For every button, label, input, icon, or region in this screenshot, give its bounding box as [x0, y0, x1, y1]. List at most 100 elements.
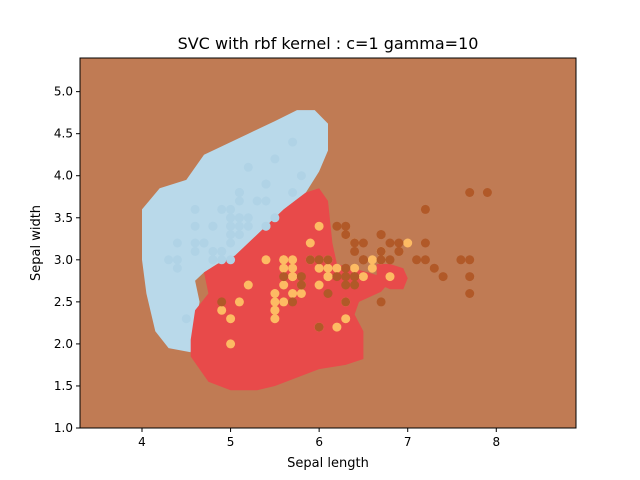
data-point [350, 238, 360, 248]
data-point [341, 314, 351, 324]
data-point [376, 297, 386, 307]
data-point [217, 305, 227, 315]
y-tick-label: 3.0 [54, 253, 73, 267]
data-point [385, 238, 395, 248]
data-point [288, 188, 298, 197]
data-point [243, 162, 253, 172]
data-point [332, 221, 342, 231]
data-point [190, 246, 200, 256]
data-point [367, 263, 377, 273]
data-point [234, 196, 244, 206]
data-point [314, 255, 324, 265]
data-point [288, 272, 298, 282]
data-point [190, 238, 200, 248]
x-tick-label: 6 [315, 435, 323, 449]
data-point [305, 238, 315, 248]
data-point [465, 255, 475, 265]
data-point [279, 263, 289, 273]
data-point [261, 221, 271, 231]
data-point [270, 213, 280, 223]
data-point [270, 297, 280, 307]
data-point [217, 255, 227, 265]
data-point [296, 171, 306, 181]
data-point [358, 272, 368, 282]
data-points [164, 137, 492, 349]
data-point [288, 289, 298, 298]
data-point [234, 297, 244, 307]
data-point [270, 154, 280, 164]
data-point [270, 314, 280, 324]
data-point [438, 272, 448, 282]
data-point [208, 246, 218, 256]
data-point [261, 179, 271, 189]
y-tick-label: 3.5 [54, 211, 73, 225]
data-point [296, 289, 306, 298]
data-point [226, 230, 236, 240]
data-point [270, 289, 280, 298]
chart-title: SVC with rbf kernel : c=1 gamma=10 [178, 34, 479, 53]
data-point [350, 272, 360, 282]
data-point [420, 204, 430, 214]
data-point [261, 196, 271, 206]
data-point [323, 272, 333, 282]
data-point [172, 263, 182, 273]
data-point [305, 255, 315, 265]
data-point [261, 255, 271, 265]
data-point [385, 255, 395, 265]
data-point [376, 255, 386, 265]
y-tick-label: 2.0 [54, 337, 73, 351]
data-point [164, 255, 174, 265]
data-point [332, 263, 342, 273]
data-point [350, 280, 360, 290]
data-point [234, 213, 244, 223]
data-point [217, 246, 227, 256]
data-point [279, 255, 289, 265]
data-point [172, 238, 182, 248]
y-tick-label: 5.0 [54, 85, 73, 99]
y-tick-label: 1.5 [54, 379, 73, 393]
setosa-region [142, 110, 328, 353]
data-point [279, 297, 289, 307]
data-point [234, 221, 244, 231]
y-axis-label: Sepal width [29, 205, 44, 281]
data-point [482, 188, 492, 197]
data-point [208, 255, 218, 265]
data-point [217, 204, 227, 214]
data-point [226, 204, 236, 214]
data-point [226, 255, 236, 265]
data-point [234, 188, 244, 197]
data-point [279, 272, 289, 282]
data-point [358, 255, 368, 265]
data-point [403, 238, 413, 248]
data-point [376, 230, 386, 240]
data-point [314, 221, 324, 231]
plot-area [79, 57, 577, 429]
data-point [456, 255, 466, 265]
data-point [323, 255, 333, 265]
data-point [279, 280, 289, 290]
data-point [226, 238, 236, 248]
data-point [385, 272, 395, 282]
data-point [243, 213, 253, 223]
x-axis: 4 5 6 7 8 [138, 428, 500, 449]
data-point [243, 280, 253, 290]
data-point [296, 272, 306, 282]
data-point [252, 196, 262, 206]
data-point [350, 263, 360, 273]
data-point [199, 238, 209, 248]
y-axis: 1.0 1.5 2.0 2.5 3.0 3.5 4.0 4.5 5.0 [54, 85, 80, 435]
data-point [341, 221, 351, 231]
data-point [350, 246, 360, 256]
x-tick-label: 7 [404, 435, 412, 449]
data-point [412, 255, 422, 265]
data-point [234, 230, 244, 240]
data-point [332, 322, 342, 332]
data-point [226, 213, 236, 223]
axes-frame [79, 57, 577, 429]
data-point [226, 314, 236, 324]
y-tick-label: 4.5 [54, 127, 73, 141]
data-point [288, 297, 298, 307]
data-point [226, 339, 236, 349]
data-point [190, 204, 200, 214]
